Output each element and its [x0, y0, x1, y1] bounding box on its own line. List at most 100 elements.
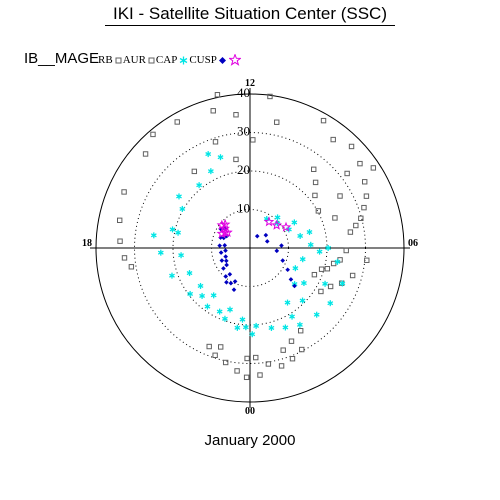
cap-point	[313, 311, 320, 318]
cap-point	[205, 151, 212, 158]
cap-point	[217, 154, 224, 161]
rb-point	[311, 271, 318, 278]
legend-marker-aur	[148, 57, 155, 63]
cap-point	[196, 182, 203, 189]
rb-point	[364, 257, 370, 263]
cap-point	[197, 282, 204, 289]
rb-point	[257, 372, 263, 378]
rb-point	[280, 347, 286, 353]
rb-point	[174, 119, 180, 125]
rb-point	[348, 143, 355, 150]
rb-point	[244, 355, 250, 362]
rb-point	[117, 217, 123, 224]
mlt-tick-label-06: 06	[408, 238, 418, 249]
rb-point	[250, 137, 256, 143]
cap-point	[169, 226, 176, 233]
star-point	[263, 216, 275, 227]
cap-point	[253, 322, 260, 329]
cap-point	[157, 249, 164, 256]
cusp-point	[221, 266, 226, 271]
legend-label-cap: CAP	[155, 54, 178, 66]
rb-point	[206, 343, 212, 350]
cap-point	[291, 219, 298, 226]
cap-point	[274, 214, 281, 221]
rb-point	[347, 229, 354, 235]
rb-point	[128, 264, 135, 270]
rb-point	[311, 166, 317, 173]
cusp-point	[228, 280, 234, 286]
rb-point	[234, 368, 240, 374]
cap-point	[227, 306, 233, 313]
rb-point	[361, 204, 367, 211]
cusp-point	[217, 243, 222, 248]
rb-point	[212, 352, 218, 358]
rb-point	[121, 189, 127, 195]
mlt-tick-label-18: 18	[82, 238, 92, 249]
rb-point	[299, 346, 305, 353]
star-point	[280, 221, 292, 232]
rb-point	[121, 255, 128, 261]
rb-point	[265, 361, 272, 367]
rb-point	[288, 338, 295, 344]
cap-point	[292, 265, 299, 272]
legend-entry-cusp: CUSP	[189, 54, 226, 66]
cap-point	[175, 229, 181, 236]
rb-point	[344, 170, 350, 177]
cusp-point	[254, 233, 260, 239]
star-point	[271, 219, 282, 230]
cap-point	[268, 324, 275, 331]
rb-point	[289, 356, 296, 362]
cap-point	[300, 280, 307, 287]
mlt-tick-label-00: 00	[245, 406, 255, 417]
rb-point	[370, 165, 377, 171]
cap-point	[249, 331, 256, 338]
cap-point	[327, 300, 334, 307]
rb-point	[297, 328, 304, 334]
rb-point	[212, 139, 219, 145]
cap-point	[322, 280, 328, 287]
rb-point	[217, 344, 224, 350]
cusp-point	[227, 271, 233, 277]
cusp-point	[232, 279, 238, 284]
cusp-point	[224, 262, 229, 268]
rb-point	[117, 238, 123, 244]
cusp-point	[218, 226, 223, 232]
rb-point	[327, 283, 334, 290]
radial-tick-label-30: 30	[237, 124, 250, 139]
rb-point	[274, 119, 280, 125]
rb-point	[233, 156, 239, 163]
rb-point	[324, 266, 331, 272]
legend-label-cusp: CUSP	[189, 54, 217, 66]
cap-point	[207, 168, 214, 175]
cap-point	[210, 292, 217, 299]
rb-point	[312, 179, 319, 186]
rb-point	[343, 247, 349, 254]
rb-point	[361, 179, 368, 185]
cap-point	[325, 245, 332, 251]
cap-point	[296, 321, 303, 328]
series-star	[216, 216, 292, 239]
cusp-point	[263, 232, 269, 238]
cusp-point	[274, 248, 280, 254]
rb-point	[267, 93, 273, 100]
cap-point	[222, 315, 228, 322]
cap-point	[299, 256, 306, 263]
cusp-point	[223, 254, 228, 259]
cap-point	[178, 252, 185, 259]
rb-point	[320, 117, 327, 124]
month-label: January 2000	[204, 432, 296, 449]
cap-point	[242, 324, 249, 331]
rb-point	[191, 168, 198, 175]
cap-point	[187, 290, 194, 297]
star-point	[216, 219, 228, 230]
cusp-point	[223, 274, 229, 279]
rb-point	[278, 363, 285, 369]
legend-label-aur: AUR	[122, 54, 146, 66]
rb-point	[150, 131, 156, 138]
star-point	[222, 226, 233, 238]
cap-point	[339, 280, 346, 287]
cap-point	[239, 316, 246, 323]
rb-point	[353, 222, 359, 229]
rb-point	[210, 108, 216, 114]
rb-point	[222, 359, 229, 366]
